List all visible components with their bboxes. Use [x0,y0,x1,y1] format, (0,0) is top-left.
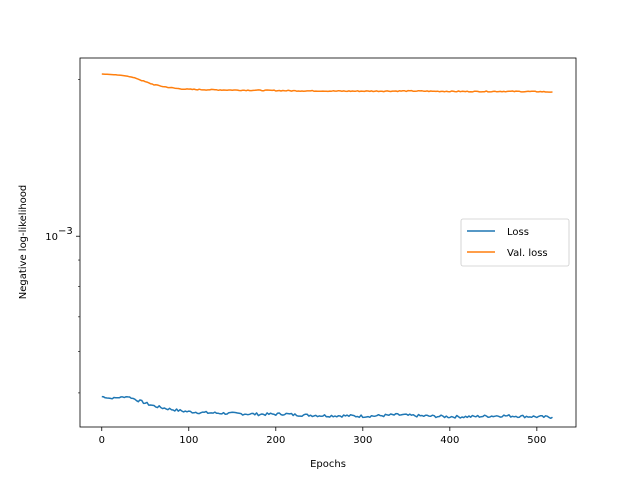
x-tick-label: 400 [440,435,459,446]
legend: Loss Val. loss [460,218,570,267]
x-tick-label: 100 [179,435,198,446]
x-axis: 0 100 200 300 400 500 [99,427,546,446]
y-axis-label: Negative log-likelihood [18,185,29,300]
plot-frame [79,57,577,428]
legend-label-val-loss: Val. loss [507,248,548,259]
y-tick-label-exponent: −3 [58,226,73,237]
x-tick-label: 200 [266,435,285,446]
x-tick-label: 0 [99,435,105,446]
x-tick-label: 300 [353,435,372,446]
legend-label-loss: Loss [507,227,529,238]
x-axis-label: Epochs [310,459,346,470]
series-line-val-loss [101,73,553,93]
x-tick-label: 500 [527,435,546,446]
series-line-loss [101,395,553,420]
y-tick-label: 10 [45,232,58,243]
plot-lines [101,73,553,420]
